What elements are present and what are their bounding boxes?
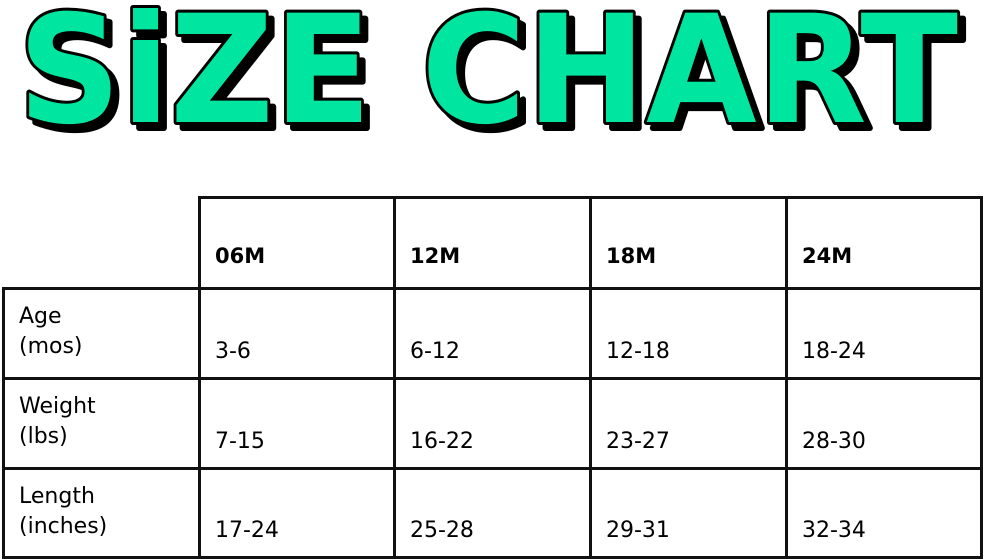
table-border-horizontal: [2, 377, 983, 380]
table-border-vertical: [785, 196, 788, 559]
table-cell: 32-34: [802, 518, 866, 543]
table-cell: 17-24: [215, 518, 279, 543]
table-cell: 7-15: [215, 429, 265, 454]
table-border-vertical: [980, 196, 983, 559]
row-label: Weight (lbs): [3, 378, 199, 468]
row-label: Length (inches): [3, 468, 199, 557]
table-cell: 25-28: [410, 518, 474, 543]
size-chart-title: SiZE CHART: [15, 0, 961, 150]
row-label-line2: (inches): [19, 514, 108, 539]
column-header: 12M: [410, 244, 461, 268]
table-border-horizontal: [2, 287, 983, 290]
row-label-line1: Weight: [19, 394, 96, 419]
column-header: 24M: [802, 244, 853, 268]
table-cell: 3-6: [215, 339, 251, 364]
row-label-line1: Length: [19, 484, 95, 509]
table-border-vertical: [2, 287, 5, 559]
column-header: 06M: [215, 244, 266, 268]
table-border-vertical: [393, 196, 396, 559]
table-cell: 18-24: [802, 339, 866, 364]
table-border-horizontal: [2, 556, 983, 559]
table-border-vertical: [198, 196, 201, 559]
table-cell: 28-30: [802, 429, 866, 454]
table-cell: 16-22: [410, 429, 474, 454]
table-border-vertical: [589, 196, 592, 559]
row-label-line2: (mos): [19, 334, 83, 359]
row-label: Age (mos): [3, 288, 199, 378]
row-label-line2: (lbs): [19, 424, 68, 449]
table-cell: 12-18: [606, 339, 670, 364]
row-label-line1: Age: [19, 304, 62, 329]
table-cell: 23-27: [606, 429, 670, 454]
table-border-horizontal: [2, 467, 983, 470]
column-header: 18M: [606, 244, 657, 268]
title-text: SiZE CHART: [18, 0, 958, 150]
table-cell: 6-12: [410, 339, 460, 364]
table-cell: 29-31: [606, 518, 670, 543]
